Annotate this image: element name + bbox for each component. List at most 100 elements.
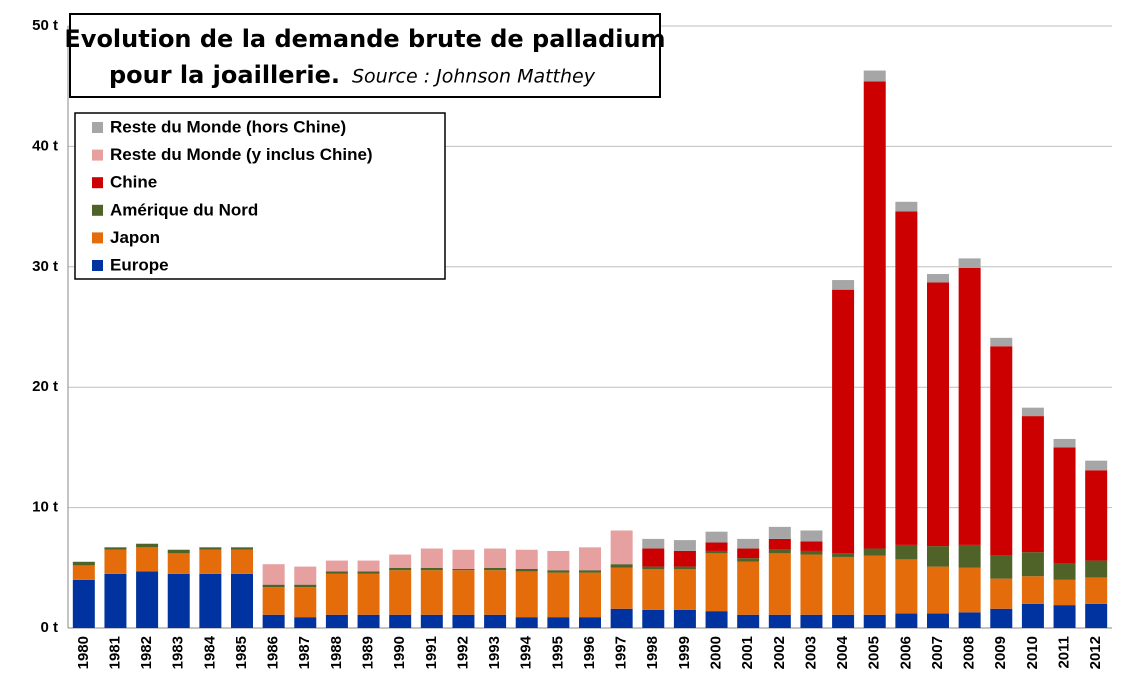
bar-segment: [231, 549, 253, 574]
bar-segment: [610, 564, 633, 568]
bar-segment: [832, 553, 855, 557]
x-tick-label: 1985: [233, 636, 250, 669]
legend-box: [74, 112, 446, 280]
bar-segment: [863, 548, 886, 556]
bar-segment: [958, 612, 981, 628]
bar-segment: [673, 566, 696, 570]
bar-segment: [895, 544, 918, 560]
bar-segment: [768, 553, 791, 615]
bar-segment: [420, 567, 443, 571]
x-tick-label: 2003: [802, 636, 819, 669]
bar-segment: [990, 578, 1013, 609]
bar-segment: [136, 543, 159, 548]
bar-segment: [579, 547, 601, 571]
x-tick-label: 1994: [518, 635, 535, 669]
x-tick-label: 2007: [929, 636, 946, 669]
bar-segment: [673, 550, 696, 567]
bar-segment: [705, 553, 728, 612]
bar-segment: [547, 572, 570, 618]
legend-swatch: [92, 260, 103, 271]
bar-segment: [863, 555, 886, 615]
x-tick-label: 1981: [106, 636, 123, 669]
bar-segment: [420, 548, 443, 568]
bar-segment: [737, 538, 760, 549]
x-tick-label: 1982: [138, 636, 155, 669]
x-tick-label: 1992: [454, 636, 471, 669]
bar-segment: [895, 559, 918, 614]
bar-segment: [895, 211, 918, 545]
bar-segment: [420, 570, 443, 615]
chart-title: Evolution de la demande brute de palladi…: [64, 25, 665, 53]
bar-segment: [262, 584, 285, 588]
x-tick-label: 1984: [201, 635, 218, 669]
bar-segment: [1053, 562, 1076, 580]
x-tick-label: 2009: [992, 636, 1009, 669]
bar-segment: [1085, 577, 1108, 604]
bar-segment: [1021, 576, 1044, 604]
bar-segment: [1085, 560, 1108, 578]
bar-segment: [832, 289, 855, 554]
bar-segment: [104, 573, 127, 628]
bar-segment: [104, 547, 127, 550]
bar-segment: [610, 567, 633, 609]
bar-segment: [484, 614, 507, 628]
bar-segment: [895, 201, 918, 212]
bar-segment: [990, 337, 1013, 347]
bar-segment: [705, 531, 728, 543]
bar-segment: [737, 548, 760, 559]
bar-segment: [642, 538, 665, 549]
x-tick-label: 2012: [1087, 636, 1104, 669]
bar-segment: [958, 567, 981, 613]
bar-segment: [927, 613, 949, 628]
bar-segment: [357, 571, 380, 574]
bar-segment: [1085, 460, 1108, 471]
bar-segment: [547, 570, 570, 573]
bar-segment: [927, 566, 949, 614]
y-tick-label: 20 t: [32, 378, 58, 395]
bar-segment: [1053, 579, 1076, 606]
bar-segment: [357, 614, 380, 628]
bar-segment: [990, 608, 1013, 628]
bar-segment: [72, 579, 95, 628]
bar-segment: [610, 608, 633, 628]
bar-segment: [167, 573, 190, 628]
bar-segment: [800, 614, 823, 628]
bar-segment: [958, 258, 981, 269]
bar-segment: [1021, 552, 1044, 577]
x-tick-label: 2010: [1024, 636, 1041, 669]
x-tick-label: 2008: [961, 636, 978, 669]
bar-segment: [484, 570, 507, 615]
bar-segment: [832, 614, 855, 628]
x-tick-label: 1988: [328, 636, 345, 669]
bar-segment: [863, 81, 886, 549]
bar-segment: [579, 617, 601, 628]
bar-segment: [579, 572, 601, 618]
legend-label: Amérique du Nord: [110, 200, 258, 219]
bar-segment: [452, 570, 475, 615]
x-tick-label: 1996: [581, 636, 598, 669]
bar-segment: [262, 564, 285, 585]
bar-segment: [420, 614, 443, 628]
bar-segment: [737, 614, 760, 628]
bar-segment: [673, 540, 696, 551]
bar-segment: [515, 569, 538, 572]
bar-segment: [673, 569, 696, 610]
legend-label: Europe: [110, 255, 169, 274]
x-tick-label: 1989: [360, 636, 377, 669]
x-tick-label: 2001: [739, 636, 756, 669]
bar-segment: [832, 280, 855, 290]
legend-label: Reste du Monde (hors Chine): [110, 117, 346, 136]
bar-segment: [452, 569, 475, 571]
bar-segment: [199, 549, 222, 574]
title-box: [69, 13, 661, 98]
bar-segment: [515, 617, 538, 628]
bar-segment: [768, 526, 791, 539]
bar-segment: [1053, 605, 1076, 628]
bar-segment: [642, 566, 665, 570]
bar-segment: [325, 573, 348, 615]
legend-swatch: [92, 204, 103, 216]
bar-segment: [642, 548, 665, 567]
bar-segment: [610, 530, 633, 565]
bar-segment: [863, 614, 886, 628]
bar-segment: [800, 530, 823, 542]
